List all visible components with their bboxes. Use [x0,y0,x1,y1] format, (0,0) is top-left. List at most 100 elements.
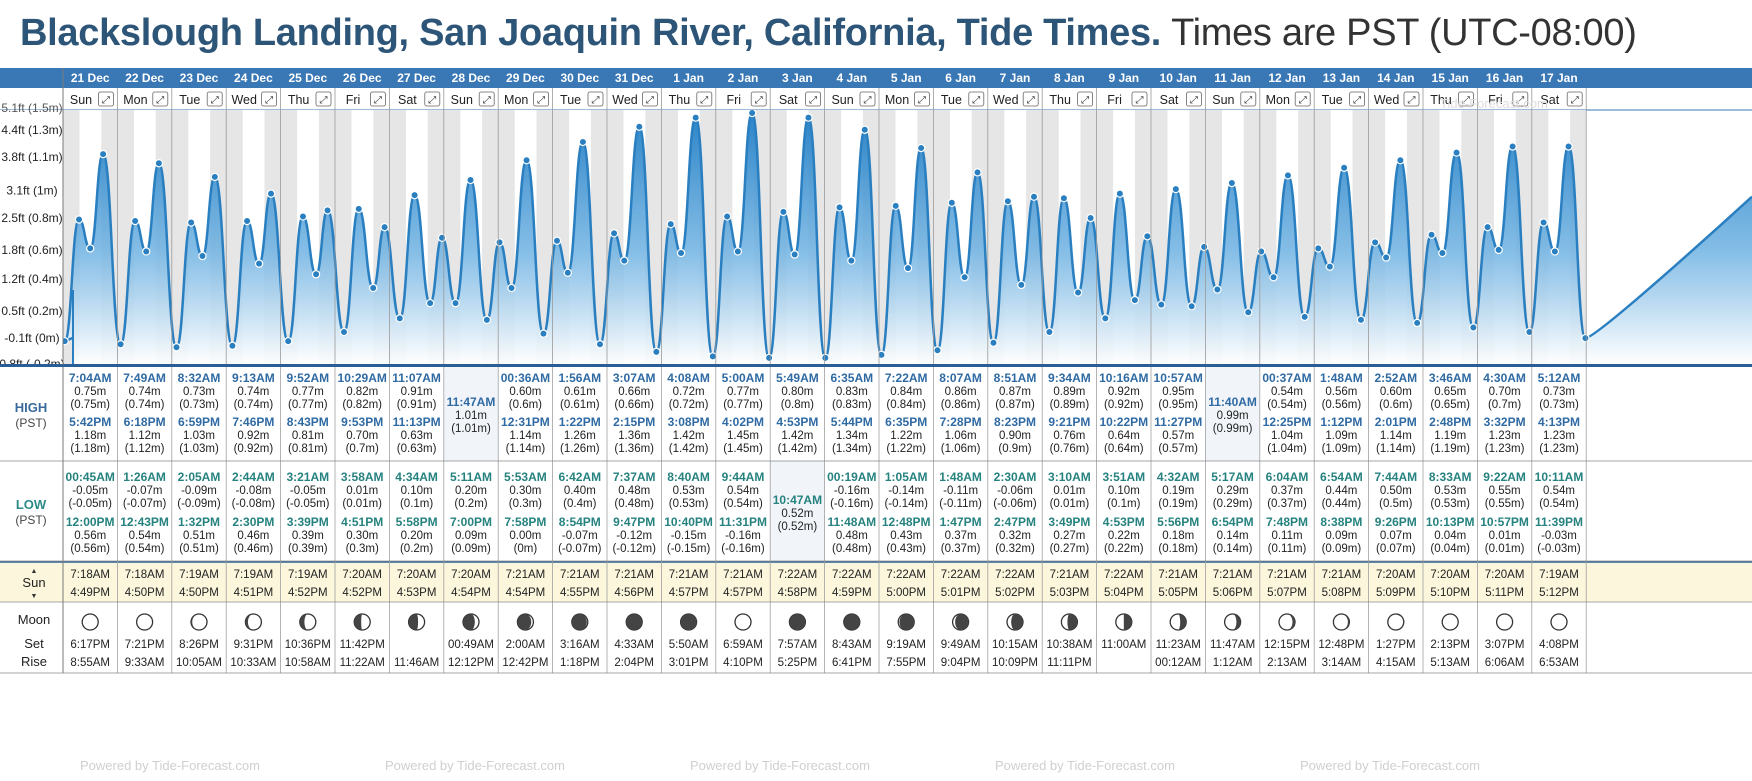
high-tide-height-alt: (0.77m) [288,399,328,411]
high-tide-height-alt: (0.86m) [941,399,981,411]
expand-day-button[interactable]: ⤢ [315,91,332,107]
expand-day-button[interactable]: ⤢ [859,91,876,107]
expand-day-button[interactable]: ⤢ [1294,91,1311,107]
expand-icon: ⤢ [537,95,545,106]
expand-day-button[interactable]: ⤢ [696,91,713,107]
moonrise-time: 5:25PM [778,657,818,669]
moon-shadow [1011,614,1023,630]
date-label: 23 Dec [180,71,219,85]
moonset-time: 6:17PM [70,639,110,651]
expand-day-button[interactable]: ⤢ [1022,91,1039,107]
low-tide-height-alt: (-0.05m) [68,498,112,510]
expand-day-button[interactable]: ⤢ [642,91,658,107]
sunset-time: 5:00PM [886,587,926,599]
moon-phase-icon [1332,613,1351,631]
low-tide-height-alt: (-0.14m) [884,498,928,510]
moon-phase-icon [1550,613,1568,631]
high-tide-height-alt: (1.45m) [723,443,763,455]
low-tide-height-alt: (0.22m) [1104,543,1144,555]
expand-day-button[interactable]: ⤢ [152,91,169,107]
high-tide-height-alt: (0.73m) [179,399,219,411]
tide-chart: 5.1ft (1.5m)0.8ft (-0.2m)-0.1ft (0m)0.5f… [0,68,1752,781]
high-tide-time: 4:53PM [776,415,818,429]
tide-point [1045,327,1054,337]
date-label: 9 Jan [1108,71,1139,85]
expand-day-button[interactable]: ⤢ [206,91,223,107]
low-tide-height-alt: (0.54m) [723,498,763,510]
high-tide-height: 0.65m [1434,386,1466,398]
moon-phase-icon [1278,613,1296,631]
moon-phase-icon [571,613,589,631]
expand-day-button[interactable]: ⤢ [805,91,821,107]
expand-day-button[interactable]: ⤢ [1512,91,1529,107]
expand-box [914,91,930,107]
low-tide-time: 1:48AM [939,470,982,484]
moon-phase-icon [516,613,535,631]
high-tide-height: 0.81m [292,430,324,442]
high-tide-height: 0.56m [1325,386,1357,398]
date-label: 31 Dec [615,71,654,85]
tide-point [1130,295,1140,305]
weekday-label: Sat [1540,93,1559,107]
expand-day-button[interactable]: ⤢ [587,91,604,107]
expand-day-button[interactable]: ⤢ [968,91,985,107]
expand-day-button[interactable]: ⤢ [1458,91,1474,107]
high-tide-height-alt: (0.76m) [1050,443,1090,455]
moonset-time: 5:50AM [669,639,709,651]
high-tide-height-alt: (0.95m) [1158,399,1198,411]
expand-day-button[interactable]: ⤢ [1131,91,1148,107]
high-tide-time: 1:12PM [1320,415,1362,429]
high-tide-height-alt: (0.74m) [125,399,165,411]
sunset-time: 4:50PM [125,587,165,599]
tide-point [1483,222,1492,232]
expand-day-button[interactable]: ⤢ [478,91,495,107]
moonset-time: 4:08PM [1539,639,1579,651]
date-label: 22 Dec [125,71,164,85]
expand-day-button[interactable]: ⤢ [914,91,930,107]
low-tide-height: 0.01m [1489,530,1521,542]
tide-point [186,218,196,227]
tide-point [635,122,644,131]
expand-day-button[interactable]: ⤢ [369,91,386,107]
expand-day-button[interactable]: ⤢ [424,91,441,107]
expand-day-button[interactable]: ⤢ [750,91,767,107]
low-tide-height: 0.46m [237,530,269,542]
low-tide-time: 3:58AM [341,470,384,484]
expand-day-button[interactable]: ⤢ [1077,91,1093,107]
tide-point [1412,318,1422,328]
sunset-time: 4:53PM [397,587,437,599]
weekday-label: Tue [1322,93,1343,107]
tide-point [779,207,788,217]
y-tick-label: 0.5ft (0.2m) [1,304,62,318]
low-tide-height-alt: (0.3m) [346,543,379,555]
low-tide-time: 3:10AM [1048,470,1091,484]
tide-point [1115,189,1125,198]
sun-row-label: Sun [22,575,45,590]
expand-day-button[interactable]: ⤢ [1566,91,1583,107]
tide-point [339,327,349,337]
low-tide-time: 11:31PM [719,515,767,529]
expand-day-button[interactable]: ⤢ [261,91,278,107]
expand-box [1349,91,1365,107]
low-tide-time: 2:05AM [178,470,221,484]
tide-point [482,315,492,325]
expand-day-button[interactable]: ⤢ [98,91,114,107]
expand-day-button[interactable]: ⤢ [1240,91,1257,107]
expand-day-button[interactable]: ⤢ [1403,91,1420,107]
weekday-label: Fri [1107,93,1122,107]
weekday-label: Sun [831,93,853,107]
weekday-label: Thu [669,93,691,107]
tide-point [916,143,926,153]
low-tide-height: 0.50m [1380,485,1412,497]
tide-point [1494,245,1503,255]
expand-day-button[interactable]: ⤢ [1349,91,1365,107]
low-tide-time: 12:00PM [66,515,115,529]
expand-day-button[interactable]: ⤢ [533,91,549,107]
high-tide-time: 2:15PM [613,415,655,429]
expand-box [206,91,223,107]
tide-point [1564,142,1573,151]
moon-shadow [1341,614,1350,630]
weekday-label: Sun [1212,93,1234,107]
high-tide-height-alt: (0.73m) [1539,399,1579,411]
expand-day-button[interactable]: ⤢ [1186,91,1202,107]
